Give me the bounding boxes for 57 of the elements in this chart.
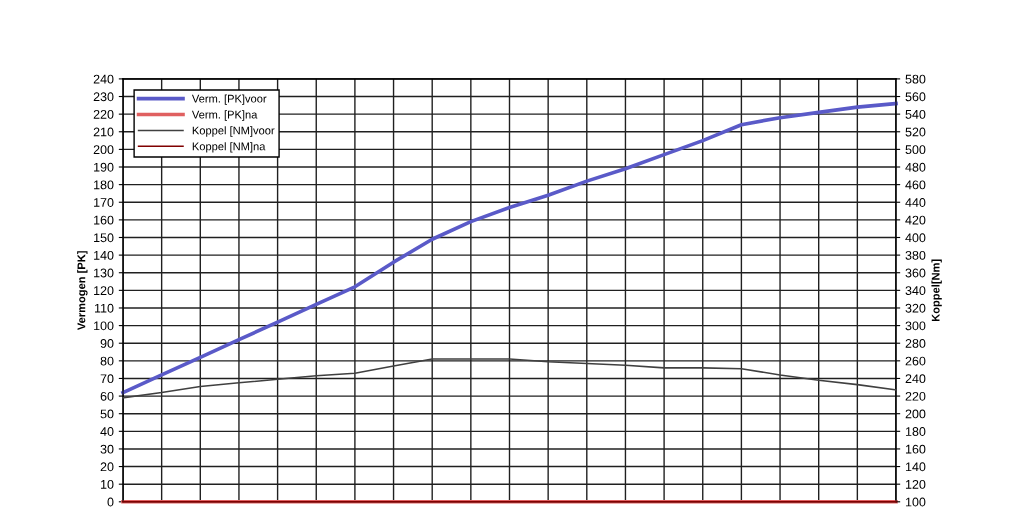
- y-tick-label: 100: [94, 321, 114, 331]
- legend-label: Verm. [PK]na: [191, 110, 258, 121]
- y-tick-label: 240: [93, 74, 114, 84]
- y2-tick-label: 460: [905, 180, 926, 190]
- legend-label: Verm. [PK]voor: [191, 94, 267, 105]
- y-tick-label: 40: [100, 427, 114, 436]
- y-tick-label: 200: [93, 145, 114, 155]
- y-tick-label: 90: [100, 339, 114, 348]
- y2-tick-label: 120: [905, 479, 926, 489]
- y-tick-label: 120: [94, 286, 114, 295]
- y2-tick-label: 140: [905, 462, 926, 472]
- line-series: [122, 358, 897, 399]
- y2-tick-label: 420: [905, 215, 926, 225]
- y-tick-label: 70: [100, 374, 114, 384]
- y-tick-label: 220: [93, 109, 114, 119]
- y2-tick-label: 220: [905, 391, 926, 401]
- y2-tick-label: 580: [905, 74, 926, 84]
- y2-tick-label: 320: [905, 303, 926, 313]
- y2-tick-label: 100: [905, 497, 926, 507]
- y-tick-label: 60: [100, 391, 114, 401]
- y-tick-label: 140: [94, 250, 114, 260]
- y-tick-label: 10: [101, 479, 114, 489]
- y2-tick-label: 160: [905, 444, 926, 454]
- y-tick-label: 30: [100, 444, 114, 454]
- y-tick-label: 210: [93, 127, 114, 137]
- y2-tick-label: 260: [905, 356, 926, 366]
- y2-tick-label: 480: [905, 162, 926, 172]
- legend-label: Koppel [NM]voor: [192, 126, 275, 137]
- y-tick-label: 80: [100, 356, 114, 366]
- y-tick-label: 160: [94, 215, 114, 225]
- y2-tick-label: 280: [905, 339, 926, 348]
- y-tick-label: 150: [94, 233, 114, 243]
- y2-tick-label: 180: [905, 427, 926, 436]
- y2-tick-label: 240: [905, 374, 926, 384]
- y-tick-label: 0: [107, 497, 114, 507]
- y2-tick-label: 500: [905, 145, 926, 155]
- y-tick-label: 180: [94, 180, 114, 190]
- y-tick-label: 50: [100, 409, 114, 419]
- y2-tick-label: 200: [905, 409, 926, 419]
- y-tick-label: 20: [100, 462, 114, 472]
- y-tick-label: 190: [94, 162, 114, 172]
- y-tick-label: 110: [94, 303, 114, 313]
- y2-tick-label: 440: [905, 198, 926, 207]
- y2-tick-label: 540: [905, 109, 926, 119]
- y2-tick-label: 300: [905, 321, 926, 331]
- y-tick-label: 230: [93, 92, 114, 102]
- y-axis-title: Vermogen [PK]: [77, 251, 88, 331]
- y2-tick-label: 560: [905, 92, 926, 102]
- y-tick-label: 170: [94, 198, 114, 207]
- y2-tick-label: 400: [905, 233, 926, 243]
- y2-tick-label: 360: [905, 268, 926, 278]
- y-tick-label: 130: [94, 268, 114, 278]
- legend-label: Koppel [NM]na: [192, 142, 266, 153]
- y2-tick-label: 380: [905, 250, 926, 260]
- y2-tick-label: 340: [905, 286, 926, 295]
- y2-axis-title: Koppel[Nm]: [931, 259, 942, 322]
- y2-tick-label: 520: [905, 127, 926, 137]
